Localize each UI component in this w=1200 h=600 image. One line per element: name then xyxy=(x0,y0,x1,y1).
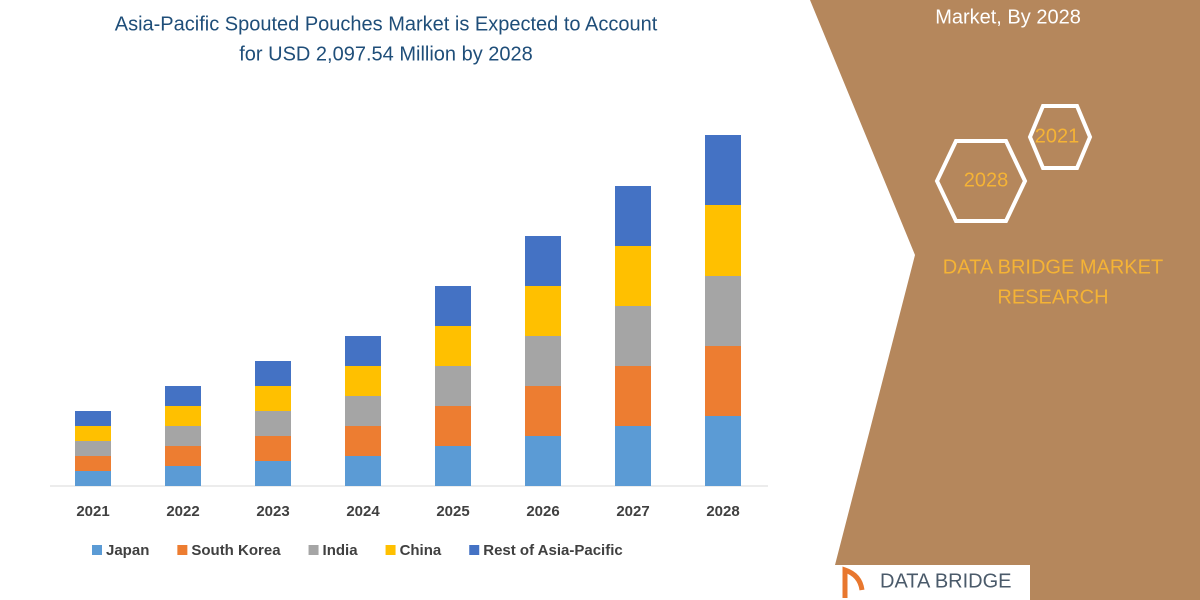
x-tick-label: 2027 xyxy=(616,503,649,520)
logo-icon xyxy=(842,566,865,598)
bar-segment xyxy=(705,276,741,346)
bar-segment xyxy=(525,286,561,336)
bar-segment xyxy=(525,336,561,386)
bar-segment xyxy=(615,366,651,426)
bar-segment xyxy=(525,436,561,486)
x-tick-label: 2026 xyxy=(526,503,559,520)
bar-segment xyxy=(345,336,381,366)
x-tick-label: 2021 xyxy=(76,503,109,520)
legend-label: Japan xyxy=(106,542,149,559)
bar-segment xyxy=(435,286,471,326)
bar-segment xyxy=(75,426,111,441)
bar-segment xyxy=(615,246,651,306)
bar-segment xyxy=(165,466,201,486)
legend-swatch xyxy=(177,545,188,555)
chart-title: Asia-Pacific Spouted Pouches Market is E… xyxy=(115,13,658,35)
side-panel xyxy=(810,0,1200,600)
bar-segment xyxy=(705,416,741,486)
legend-label: Rest of Asia-Pacific xyxy=(483,542,623,559)
x-tick-label: 2025 xyxy=(436,503,469,520)
x-tick-label: 2023 xyxy=(256,503,289,520)
bar-segment xyxy=(165,386,201,406)
brand: DATA BRIDGE MARKET xyxy=(943,256,1163,278)
bar-segment xyxy=(165,426,201,446)
logo-text: DATA BRIDGE xyxy=(880,570,1012,592)
hexagon xyxy=(1027,104,1093,170)
bar-segment xyxy=(345,366,381,396)
bar-segment xyxy=(525,236,561,286)
hexagon xyxy=(934,139,1028,223)
side-heading: Market, By 2028 xyxy=(935,6,1081,28)
bar-segment xyxy=(165,406,201,426)
bar-segment xyxy=(345,426,381,456)
bar-segment xyxy=(165,446,201,466)
bar-segment xyxy=(75,471,111,486)
legend-label: South Korea xyxy=(191,542,281,559)
bar-segment xyxy=(255,386,291,411)
bar-segment xyxy=(345,396,381,426)
bar-segment xyxy=(435,366,471,406)
bar-segment xyxy=(255,461,291,486)
bar-segment xyxy=(705,135,741,205)
badge: 2028 xyxy=(964,169,1009,191)
legend-swatch xyxy=(385,545,396,555)
bar-segment xyxy=(75,456,111,471)
x-tick-label: 2024 xyxy=(346,503,380,520)
bar-segment xyxy=(255,411,291,436)
bar-segment xyxy=(75,411,111,426)
bar-segment xyxy=(525,386,561,436)
bar-segment xyxy=(75,441,111,456)
x-tick-label: 2028 xyxy=(706,503,739,520)
bar-segment xyxy=(435,326,471,366)
bar-segment xyxy=(615,306,651,366)
legend-swatch xyxy=(308,545,319,555)
x-tick-label: 2022 xyxy=(166,503,199,520)
legend-label: China xyxy=(400,542,442,559)
bar-segment xyxy=(435,446,471,486)
legend-swatch xyxy=(92,545,102,555)
bar-segment xyxy=(615,426,651,486)
legend-label: India xyxy=(323,542,359,559)
badge: 2021 xyxy=(1035,125,1080,147)
bar-segment xyxy=(435,406,471,446)
bar-segment xyxy=(255,361,291,386)
bar-segment xyxy=(345,456,381,486)
bar-segment xyxy=(255,436,291,461)
bar-segment xyxy=(705,205,741,276)
bar-segment xyxy=(615,186,651,246)
legend-swatch xyxy=(469,545,480,555)
chart-title: for USD 2,097.54 Million by 2028 xyxy=(239,43,533,65)
brand: RESEARCH xyxy=(997,286,1108,308)
bar-segment xyxy=(705,346,741,416)
